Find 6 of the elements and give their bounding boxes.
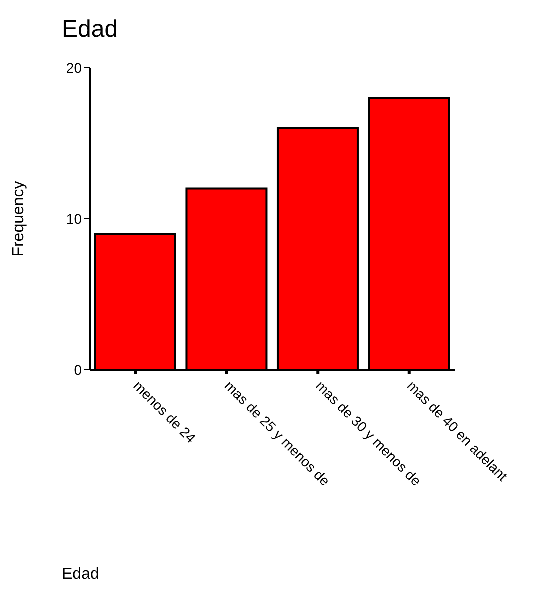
y-tick-label: 10: [66, 210, 82, 227]
x-axis-title: Edad: [62, 566, 100, 584]
y-axis-title: Frequency: [10, 181, 28, 257]
y-tick-label: 0: [74, 362, 82, 378]
y-tick-label: 20: [66, 60, 82, 76]
chart-title: Edad: [62, 16, 118, 44]
